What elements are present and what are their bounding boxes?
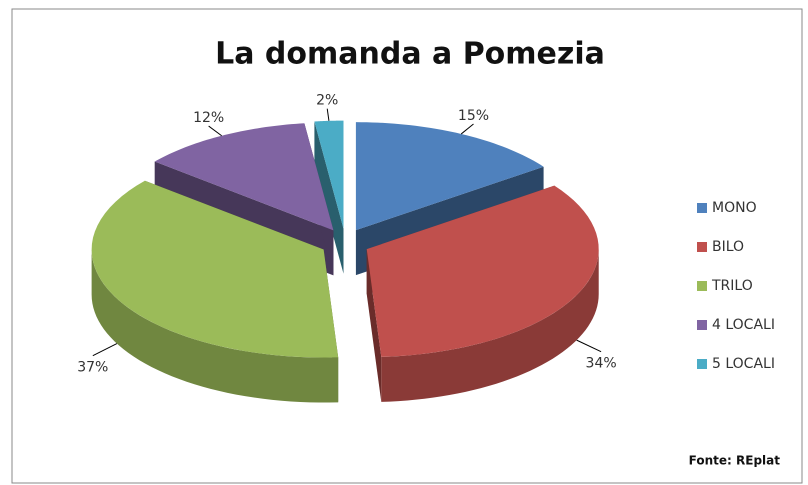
slice bbox=[366, 185, 599, 402]
legend-swatch bbox=[697, 281, 707, 291]
pie bbox=[91, 120, 599, 403]
slice bbox=[154, 123, 334, 231]
data-label: 12% bbox=[193, 110, 224, 126]
legend-swatch bbox=[697, 359, 707, 369]
slice bbox=[91, 180, 339, 358]
leader-line bbox=[92, 343, 118, 357]
leader-line bbox=[460, 123, 474, 135]
slice bbox=[355, 122, 544, 231]
data-label: 34% bbox=[586, 356, 617, 372]
slice-side bbox=[381, 249, 599, 402]
legend-swatch bbox=[697, 203, 707, 213]
chart-title: La domanda a Pomezia bbox=[215, 37, 605, 72]
slice bbox=[314, 120, 344, 274]
leader-line bbox=[326, 108, 330, 121]
slice bbox=[314, 120, 344, 229]
slice-side bbox=[91, 249, 339, 403]
leader-line bbox=[576, 339, 602, 353]
legend-swatch bbox=[697, 320, 707, 330]
data-label: 15% bbox=[458, 108, 489, 124]
slice bbox=[366, 185, 599, 357]
legend-label: 4 LOCALI bbox=[712, 317, 775, 333]
leader-line bbox=[208, 125, 222, 137]
legend-label: 5 LOCALI bbox=[712, 356, 775, 372]
data-label: 37% bbox=[77, 360, 108, 376]
legend-label: TRILO bbox=[711, 278, 753, 294]
legend-label: MONO bbox=[712, 200, 757, 216]
slice-side bbox=[314, 121, 344, 274]
source-note: Fonte: REplat bbox=[689, 454, 781, 468]
legend-label: BILO bbox=[712, 239, 744, 255]
legend-swatch bbox=[697, 242, 707, 252]
slice-side bbox=[366, 249, 382, 402]
slice bbox=[91, 180, 339, 403]
data-label: 2% bbox=[316, 93, 338, 109]
